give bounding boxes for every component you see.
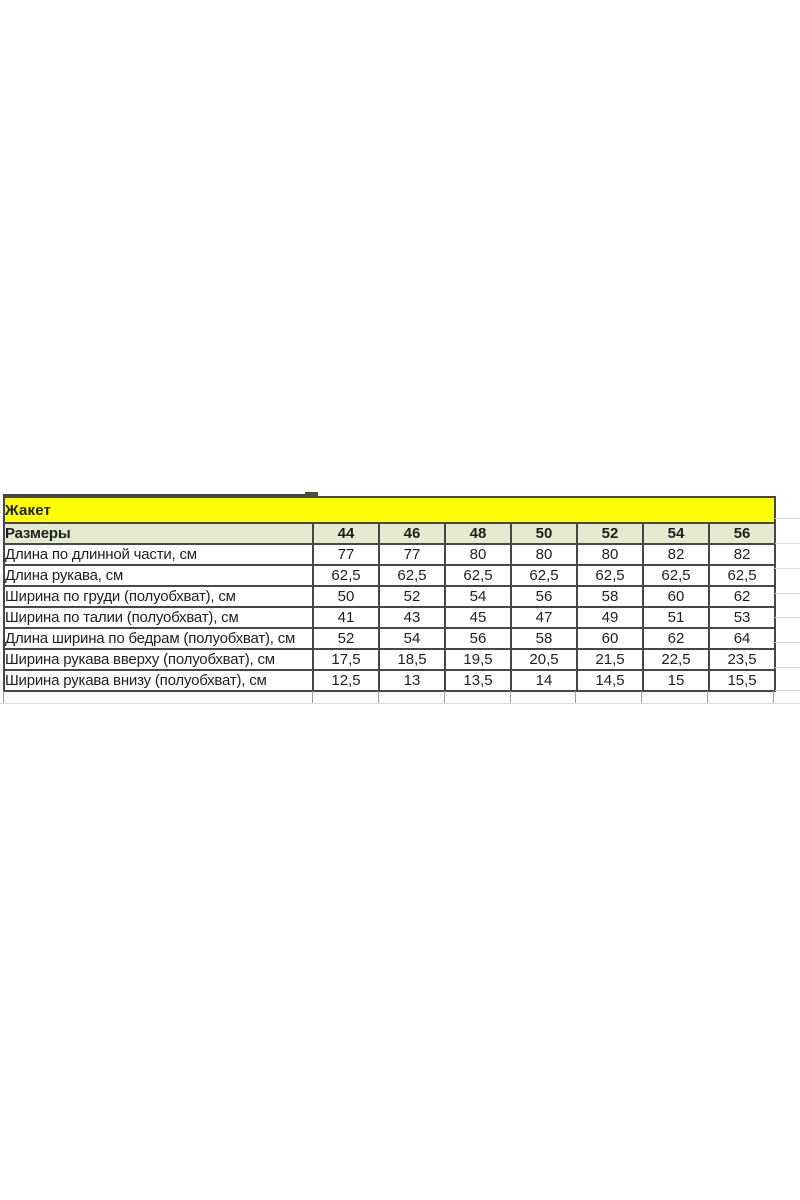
value-cell[interactable]: 58	[510, 627, 578, 650]
gridline-h	[775, 568, 800, 569]
gridline-stub	[444, 691, 445, 703]
row-label-cell[interactable]: Ширина по груди (полуобхват), см	[3, 585, 314, 608]
value-cell[interactable]: 14,5	[576, 669, 644, 692]
table-row: Длина рукава, см 62,5 62,5 62,5 62,5 62,5 62,5…	[3, 564, 777, 587]
value-cell[interactable]: 54	[444, 585, 512, 608]
value-cell[interactable]: 80	[576, 543, 644, 566]
value-cell[interactable]: 77	[312, 543, 380, 566]
size-table: Жакет Размеры 44 46 48 50 52 54 56 Длина по дл…	[2, 496, 777, 692]
table-row: Ширина рукава внизу (полуобхват), см 12,5…	[3, 669, 777, 692]
size-header-cell[interactable]: 54	[642, 522, 710, 545]
row-label-cell[interactable]: Длина ширина по бедрам (полуобхват), см	[3, 627, 314, 650]
header-label-cell[interactable]: Размеры	[3, 522, 314, 545]
value-cell[interactable]: 13	[378, 669, 446, 692]
value-cell[interactable]: 17,5	[312, 648, 380, 671]
gridline-h	[0, 703, 800, 704]
gridline-stub	[575, 691, 576, 703]
value-cell[interactable]: 15	[642, 669, 710, 692]
value-cell[interactable]: 62	[707, 585, 777, 608]
value-cell[interactable]: 52	[378, 585, 446, 608]
value-cell[interactable]: 56	[510, 585, 578, 608]
size-header-cell[interactable]: 44	[312, 522, 380, 545]
size-header-cell[interactable]: 50	[510, 522, 578, 545]
value-cell[interactable]: 62,5	[312, 564, 380, 587]
value-cell[interactable]: 23,5	[707, 648, 777, 671]
value-cell[interactable]: 62,5	[576, 564, 644, 587]
gridline-stub	[312, 691, 313, 703]
value-cell[interactable]: 15,5	[707, 669, 777, 692]
gridline-stub	[773, 691, 774, 703]
gridline-h	[775, 667, 800, 668]
value-cell[interactable]: 62,5	[444, 564, 512, 587]
value-cell[interactable]: 49	[576, 606, 644, 629]
value-cell[interactable]: 62,5	[510, 564, 578, 587]
gridline-stub	[641, 691, 642, 703]
value-cell[interactable]: 13,5	[444, 669, 512, 692]
table-row: Ширина по груди (полуобхват), см 50 52 54 56…	[3, 585, 777, 608]
table-title-cell[interactable]: Жакет	[2, 496, 777, 524]
gridline-h	[775, 543, 800, 544]
value-cell[interactable]: 14	[510, 669, 578, 692]
gridline-stub	[3, 691, 4, 703]
value-cell[interactable]: 60	[642, 585, 710, 608]
value-cell[interactable]: 43	[378, 606, 446, 629]
value-cell[interactable]: 77	[378, 543, 446, 566]
value-cell[interactable]: 19,5	[444, 648, 512, 671]
value-cell[interactable]: 12,5	[312, 669, 380, 692]
row-label-cell[interactable]: Длина рукава, см	[3, 564, 314, 587]
value-cell[interactable]: 18,5	[378, 648, 446, 671]
value-cell[interactable]: 80	[444, 543, 512, 566]
table-row: Ширина по талии (полуобхват), см 41 43 45 47…	[3, 606, 777, 629]
gridline-h	[775, 617, 800, 618]
row-label-cell[interactable]: Ширина рукава вверху (полуобхват), см	[3, 648, 314, 671]
value-cell[interactable]: 64	[707, 627, 777, 650]
size-header-cell[interactable]: 56	[707, 522, 777, 545]
value-cell[interactable]: 62	[642, 627, 710, 650]
row-label-cell[interactable]: Ширина рукава внизу (полуобхват), см	[3, 669, 314, 692]
value-cell[interactable]: 62,5	[642, 564, 710, 587]
row-label-cell[interactable]: Ширина по талии (полуобхват), см	[3, 606, 314, 629]
value-cell[interactable]: 21,5	[576, 648, 644, 671]
value-cell[interactable]: 58	[576, 585, 644, 608]
gridline-h	[775, 593, 800, 594]
border-artifact-tick	[305, 492, 318, 498]
value-cell[interactable]: 60	[576, 627, 644, 650]
size-header-cell[interactable]: 48	[444, 522, 512, 545]
value-cell[interactable]: 45	[444, 606, 512, 629]
value-cell[interactable]: 51	[642, 606, 710, 629]
gridline-h	[775, 690, 800, 691]
value-cell[interactable]: 82	[707, 543, 777, 566]
size-header-cell[interactable]: 52	[576, 522, 644, 545]
table-top-border-segment	[3, 494, 312, 496]
value-cell[interactable]: 62,5	[378, 564, 446, 587]
value-cell[interactable]: 80	[510, 543, 578, 566]
table-row: Длина ширина по бедрам (полуобхват), см 5…	[3, 627, 777, 650]
gridline-stub	[510, 691, 511, 703]
value-cell[interactable]: 41	[312, 606, 380, 629]
row-label-cell[interactable]: Длина по длинной части, см	[3, 543, 314, 566]
value-cell[interactable]: 22,5	[642, 648, 710, 671]
value-cell[interactable]: 82	[642, 543, 710, 566]
value-cell[interactable]: 20,5	[510, 648, 578, 671]
gridline-h	[775, 518, 800, 519]
table-row: Ширина рукава вверху (полуобхват), см 17,…	[3, 648, 777, 671]
gridline-stub	[378, 691, 379, 703]
gridline-stub	[707, 691, 708, 703]
value-cell[interactable]: 50	[312, 585, 380, 608]
value-cell[interactable]: 62,5	[707, 564, 777, 587]
value-cell[interactable]: 53	[707, 606, 777, 629]
title-row: Жакет	[2, 496, 777, 524]
value-cell[interactable]: 47	[510, 606, 578, 629]
header-row: Размеры 44 46 48 50 52 54 56	[3, 522, 777, 545]
value-cell[interactable]: 54	[378, 627, 446, 650]
value-cell[interactable]: 52	[312, 627, 380, 650]
table-row: Длина по длинной части, см 77 77 80 80 80 82 82	[3, 543, 777, 566]
value-cell[interactable]: 56	[444, 627, 512, 650]
gridline-h	[775, 642, 800, 643]
size-header-cell[interactable]: 46	[378, 522, 446, 545]
